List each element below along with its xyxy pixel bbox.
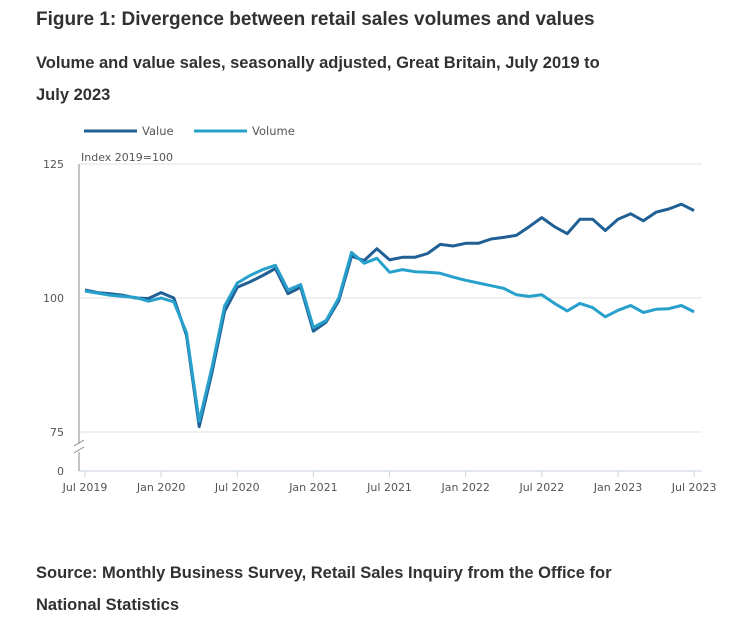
- x-tick-label: Jul 2023: [671, 481, 717, 494]
- y-tick-label: 125: [43, 158, 64, 171]
- legend-label-value: Value: [142, 124, 174, 138]
- figure-title: Figure 1: Divergence between retail sale…: [36, 9, 595, 30]
- x-tick-label: Jul 2019: [62, 481, 108, 494]
- x-tick-label: Jul 2021: [366, 481, 412, 494]
- legend-label-volume: Volume: [252, 124, 295, 138]
- x-tick-label: Jan 2023: [593, 481, 642, 494]
- x-tick-label: Jul 2020: [214, 481, 260, 494]
- x-tick-label: Jan 2021: [288, 481, 337, 494]
- figure-subtitle: Volume and value sales, seasonally adjus…: [36, 54, 600, 104]
- x-tick-label: Jan 2022: [440, 481, 489, 494]
- y-tick-label: 0: [57, 465, 64, 478]
- x-tick-label: Jul 2022: [518, 481, 564, 494]
- y-tick-label: 100: [43, 292, 64, 305]
- y-axis-label: Index 2019=100: [81, 151, 173, 164]
- y-tick-label: 75: [50, 426, 64, 439]
- source-note: Source: Monthly Business Survey, Retail …: [36, 564, 612, 614]
- axis-break-mark: [73, 439, 85, 447]
- axis-break-mark: [73, 446, 85, 454]
- series-line-volume: [84, 250, 695, 423]
- x-tick-label: Jan 2020: [136, 481, 185, 494]
